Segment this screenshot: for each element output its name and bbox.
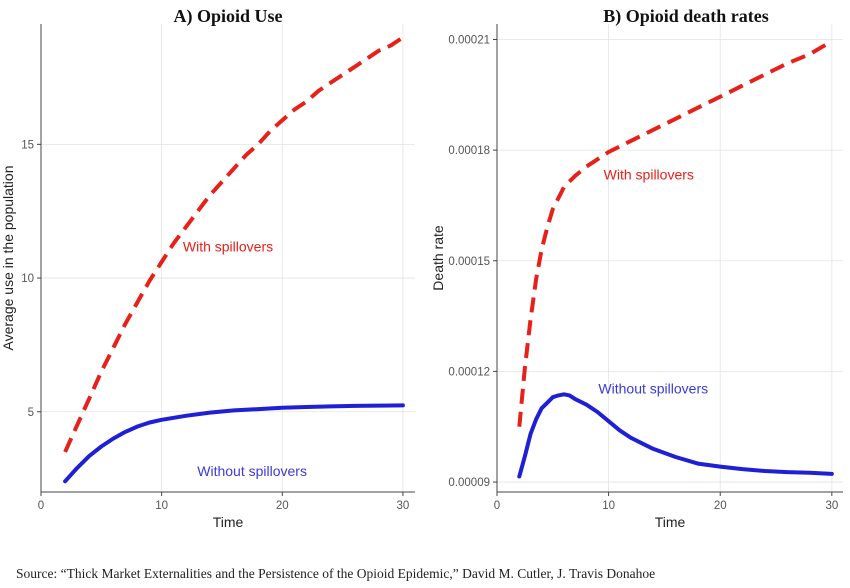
x-tick-label: 10 (602, 500, 615, 512)
x-tick-label: 20 (714, 500, 727, 512)
x-tick-label: 0 (494, 500, 500, 512)
y-axis-label: Death rate (430, 225, 446, 291)
x-tick-label: 10 (155, 500, 168, 512)
y-tick-label: 10 (21, 273, 34, 285)
label-without-spillovers: Without spillovers (598, 381, 708, 397)
x-tick-label: 0 (38, 500, 44, 512)
y-tick-label: 0.00012 (448, 366, 490, 378)
y-tick-label: 0.00009 (448, 477, 490, 489)
y-tick-label: 0.00018 (448, 145, 490, 157)
x-tick-label: 20 (276, 500, 289, 512)
panel-title: A) Opioid Use (173, 6, 282, 27)
y-tick-label: 0.00015 (448, 256, 490, 268)
y-axis-label: Average use in the population (0, 166, 16, 351)
label-without-spillovers: Without spillovers (197, 463, 307, 479)
y-tick-label: 15 (21, 139, 34, 151)
series-line-with-spillovers (63, 35, 405, 453)
panel-opioid-use: 0 10 20 30 5 10 15 A) Opioid Use Time Average use… (0, 6, 415, 530)
source-note: Source: “Thick Market Externalities and … (16, 566, 656, 581)
y-tick-label: 0.00021 (448, 34, 490, 46)
series-line-without-spillovers (517, 392, 834, 479)
panel-title: B) Opioid death rates (603, 6, 769, 27)
x-tick-label: 30 (397, 500, 410, 512)
label-with-spillovers: With spillovers (183, 238, 273, 254)
label-with-spillovers: With spillovers (604, 167, 694, 183)
x-axis-label: Time (213, 514, 244, 530)
panel-opioid-death-rates: 0 10 20 30 0.00009 0.00012 0.00015 0.00018 0.000… (430, 6, 843, 530)
series-line-without-spillovers (63, 403, 405, 484)
series-line-with-spillovers (517, 39, 833, 427)
x-axis-label: Time (655, 514, 686, 530)
x-tick-label: 30 (825, 500, 838, 512)
y-tick-label: 5 (28, 407, 34, 419)
